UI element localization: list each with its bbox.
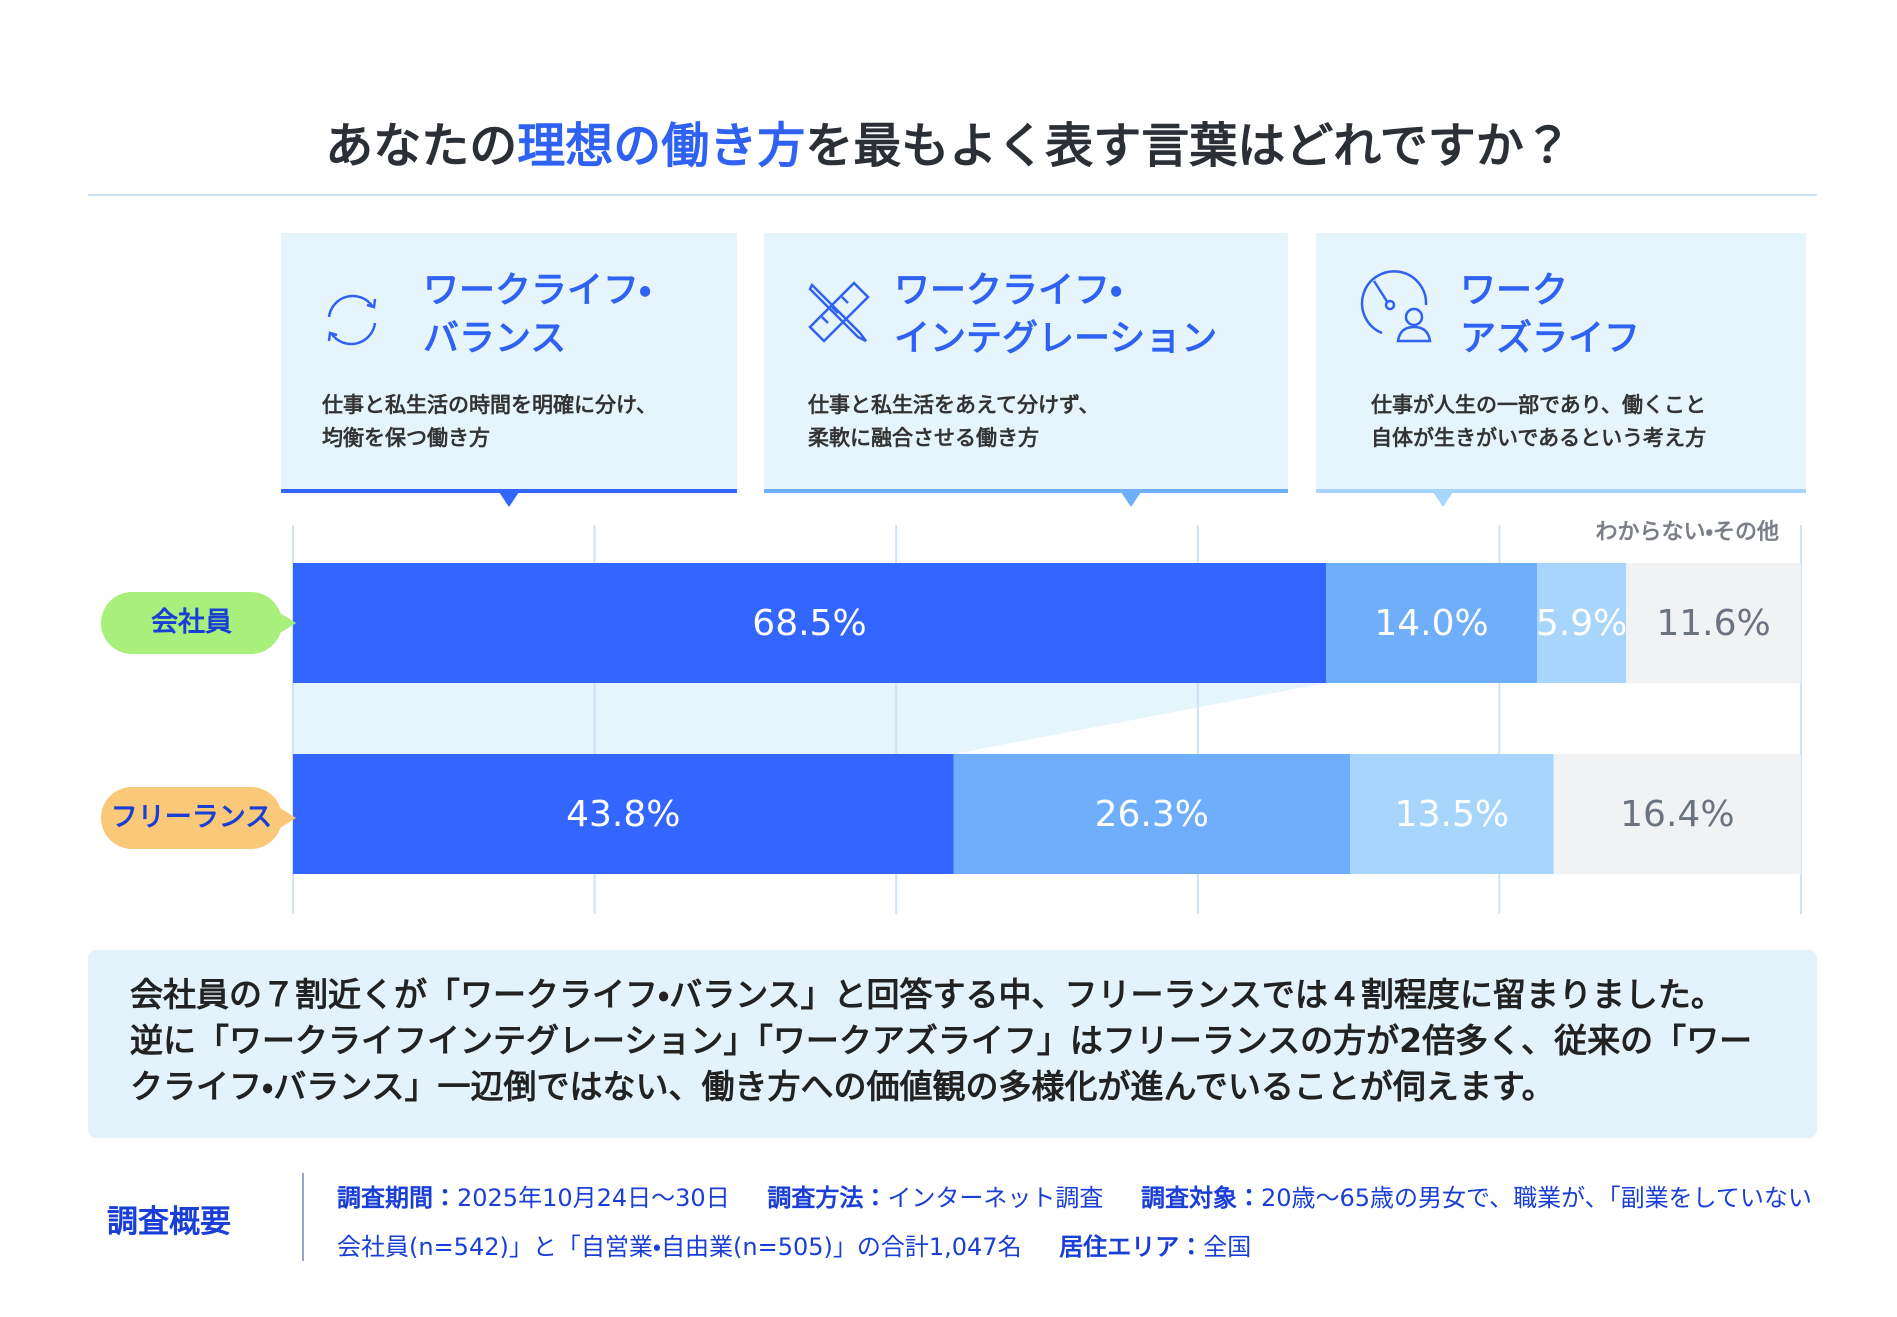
- legend-box: ワーク アズライフ 仕事が人生の一部であり、働くこと 自体が生きがいであるという…: [1316, 233, 1806, 507]
- pointer: [497, 489, 521, 507]
- title-part: あなたの: [325, 118, 518, 174]
- survey-text: 2025年10月24日～30日: [457, 1184, 730, 1212]
- category-label: フリーランス: [101, 787, 296, 849]
- survey-item: 調査期間：2025年10月24日～30日: [337, 1184, 730, 1212]
- legend-description: 仕事が人生の一部であり、働くこと 自体が生きがいであるという考え方: [1371, 393, 1707, 450]
- bar-segment: [1350, 754, 1554, 874]
- value-label: 26.3%: [1095, 794, 1209, 835]
- legend-box: ワークライフ・ インテグレーション 仕事と私生活をあえて分けず、 柔軟に融合させ…: [764, 233, 1288, 507]
- survey-label: 居住エリア：: [1059, 1233, 1204, 1261]
- survey-text: 20歳～65歳の男女で、職業が、「副業をしていない会社員(n=542)」と「自営…: [337, 1184, 1812, 1261]
- icon: [1360, 270, 1432, 343]
- chart: 68.5% 14.0% 5.9% 11.6% 43.8% 26.3% 13.5% 16.4% わ…: [292, 520, 1802, 914]
- legend-name: ワークライフ・ インテグレーション: [894, 270, 1218, 359]
- pointer: [1431, 489, 1455, 507]
- survey-label: 調査期間：: [337, 1184, 457, 1212]
- value-label: 5.9%: [1536, 603, 1627, 644]
- value-label: 16.4%: [1620, 794, 1734, 835]
- divider: [88, 194, 1817, 196]
- value-label: 11.6%: [1656, 603, 1770, 644]
- bar-segment: [293, 563, 1326, 683]
- bar-segment: [1626, 563, 1801, 683]
- pointer: [1119, 489, 1143, 507]
- value-label: 13.5%: [1395, 794, 1509, 835]
- title-part: を最もよく表す言葉はどれですか？: [805, 118, 1572, 174]
- survey-item: 調査方法：インターネット調査: [767, 1184, 1103, 1212]
- bar-segment: [293, 754, 954, 874]
- legend-name: わからない・その他: [1596, 520, 1779, 545]
- bar-segment: [953, 754, 1351, 874]
- bar-segment: [1537, 563, 1627, 683]
- survey-details: 調査期間：2025年10月24日～30日 調査方法：インターネット調査 調査対象…: [337, 1174, 1817, 1272]
- legend-description: 仕事と私生活の時間を明確に分け、 均衡を保つ働き方: [322, 393, 657, 450]
- value-label: 43.8%: [566, 794, 680, 835]
- survey-item: 居住エリア：全国: [1059, 1233, 1251, 1261]
- bar-segment: [1553, 754, 1801, 874]
- legend-box: ワークライフ・ バランス 仕事と私生活の時間を明確に分け、 均衡を保つ働き方: [281, 233, 737, 507]
- summary: 会社員の７割近くが「ワークライフ・バランス」と回答する中、フリーランスでは４割程…: [88, 950, 1817, 1138]
- value-label: 68.5%: [752, 603, 866, 644]
- legend-name: ワークライフ・ バランス: [423, 270, 652, 359]
- title: あなたの理想の働き方を最もよく表す言葉はどれですか？: [0, 106, 1897, 176]
- divider: [302, 1173, 304, 1261]
- connector: [293, 683, 1326, 754]
- legend-name: ワーク アズライフ: [1460, 270, 1641, 359]
- icon: [327, 294, 377, 346]
- value-label: 14.0%: [1374, 603, 1488, 644]
- survey-heading: 調査概要: [107, 1204, 231, 1240]
- survey-item: 調査対象：20歳～65歳の男女で、職業が、「副業をしていない会社員(n=542)…: [337, 1184, 1812, 1261]
- title-highlight: 理想の働き方: [517, 118, 806, 174]
- legend-description: 仕事と私生活をあえて分けず、 柔軟に融合させる働き方: [808, 393, 1100, 450]
- survey-text: 全国: [1203, 1233, 1252, 1261]
- icon: [808, 281, 870, 343]
- survey-text: インターネット調査: [887, 1184, 1104, 1212]
- bar-segment: [1325, 563, 1538, 683]
- survey-label: 調査対象：: [1140, 1184, 1261, 1212]
- survey-label: 調査方法：: [767, 1184, 888, 1212]
- category-label: 会社員: [101, 592, 296, 654]
